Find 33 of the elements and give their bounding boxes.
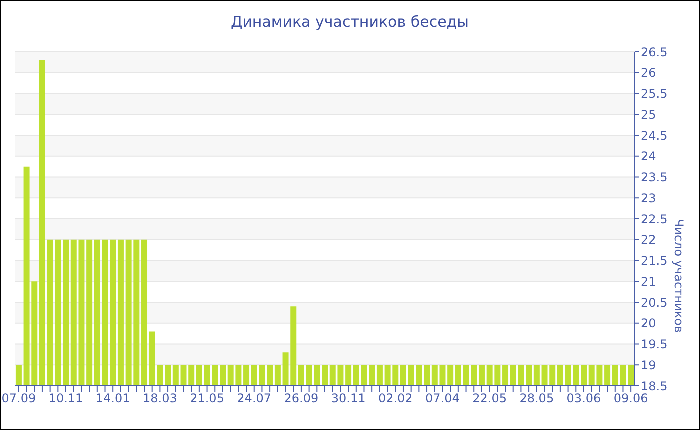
x-tick-label: 18.03: [143, 392, 178, 406]
x-tick-label: 07.09: [2, 392, 36, 406]
y-tick-label: 20.5: [641, 296, 668, 310]
y-tick-label: 19.5: [641, 338, 668, 352]
y-tick-label: 23: [641, 191, 656, 206]
x-tick-label: 02.02: [378, 392, 413, 406]
y-tick-label: 26: [641, 66, 656, 80]
x-tick-label: 26.09: [284, 392, 319, 406]
x-tick-label: 03.06: [566, 392, 602, 406]
y-tick-label: 21: [641, 274, 656, 289]
x-tick-label: 07.04: [426, 392, 460, 406]
x-tick-label: 14.01: [96, 392, 130, 406]
y-tick-label: 25: [641, 108, 656, 122]
y-tick-label: 24.5: [641, 128, 668, 143]
x-tick-label: 28.05: [520, 392, 554, 406]
y-tick-label: 26.5: [641, 45, 668, 60]
y-tick-label: 24: [641, 150, 656, 164]
x-tick-label: 21.05: [190, 392, 224, 406]
y-tick-label: 21.5: [641, 254, 668, 268]
y-tick-label: 25.5: [641, 87, 668, 102]
y-tick-label: 19: [641, 358, 656, 372]
x-tick-label: 30.11: [331, 392, 366, 406]
x-tick-label: 09.06: [614, 392, 648, 406]
y-tick-label: 18.5: [641, 379, 668, 394]
y-tick-label: 20: [641, 316, 656, 331]
y-tick-label: 22.5: [641, 212, 668, 226]
x-tick-label: 10.11: [48, 392, 84, 406]
x-tick-label: 22.05: [472, 392, 507, 406]
y-tick-label: 23.5: [641, 170, 668, 185]
chart-title: Динамика участников беседы: [230, 13, 470, 31]
y-tick-label: 22: [641, 233, 656, 248]
y-axis-title: Число участников: [672, 219, 686, 333]
x-tick-label: 24.07: [237, 392, 272, 406]
